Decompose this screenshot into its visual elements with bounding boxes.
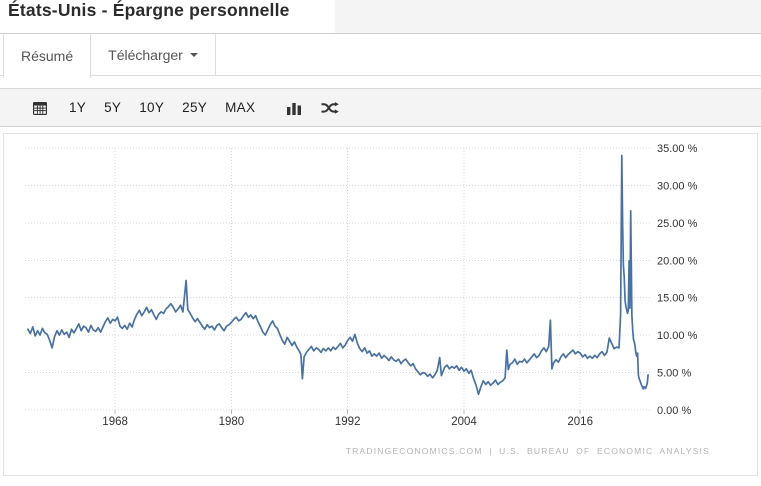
tab-telecharger-label: Télécharger [108, 46, 183, 63]
y-axis-label: 15.00 % [657, 293, 698, 305]
bar-chart-icon [286, 100, 303, 116]
range-button-1y[interactable]: 1Y [69, 100, 87, 115]
chart-type-button[interactable] [286, 100, 303, 116]
range-button-25y[interactable]: 25Y [182, 100, 208, 115]
header-background-panel [335, 0, 761, 33]
chart-toolbar: 1Y 5Y 10Y 25Y MAX [0, 88, 761, 127]
y-axis-label: 35.00 % [657, 143, 698, 155]
y-axis-label: 30.00 % [657, 180, 698, 192]
savings-rate-chart: 0.00 % 5.00 % 10.00 % 15.00 % 20.00 % 25.00 %… [25, 143, 710, 456]
chevron-down-icon [189, 52, 198, 57]
x-axis-label: 2016 [567, 416, 593, 428]
tab-resume-label: Résumé [21, 48, 74, 64]
y-axis-label: 0.00 % [657, 405, 691, 417]
range-button-max[interactable]: MAX [225, 100, 256, 115]
chart-plot[interactable]: 0.00 % 5.00 % 10.00 % 15.00 % 20.00 % 25.00 %… [4, 134, 757, 480]
x-axis-label: 1968 [102, 416, 128, 428]
tab-bar: Résumé Télécharger [0, 33, 761, 78]
x-axis-label: 1992 [335, 416, 361, 428]
shuffle-icon [321, 100, 340, 116]
y-axis-label: 10.00 % [657, 330, 698, 342]
x-axis-label: 2004 [451, 416, 477, 428]
chart-attribution: TRADINGECONOMICS.COM | U.S. BUREAU OF EC… [346, 446, 710, 456]
tab-telecharger[interactable]: Télécharger [91, 34, 216, 75]
calendar-icon [32, 100, 48, 116]
y-axis-label: 5.00 % [657, 368, 691, 380]
y-axis-label: 20.00 % [657, 255, 698, 267]
compare-button[interactable] [321, 100, 340, 116]
page-title: États-Unis - Épargne personnelle [8, 0, 290, 20]
y-axis-label: 25.00 % [657, 218, 698, 230]
x-axis-label: 1980 [219, 416, 245, 428]
range-button-5y[interactable]: 5Y [104, 100, 122, 115]
series-line [27, 154, 649, 396]
calendar-button[interactable] [32, 100, 48, 116]
range-button-10y[interactable]: 10Y [139, 100, 165, 115]
chart-card: 0.00 % 5.00 % 10.00 % 15.00 % 20.00 % 25.00 %… [3, 133, 758, 476]
tab-resume[interactable]: Résumé [3, 34, 92, 78]
